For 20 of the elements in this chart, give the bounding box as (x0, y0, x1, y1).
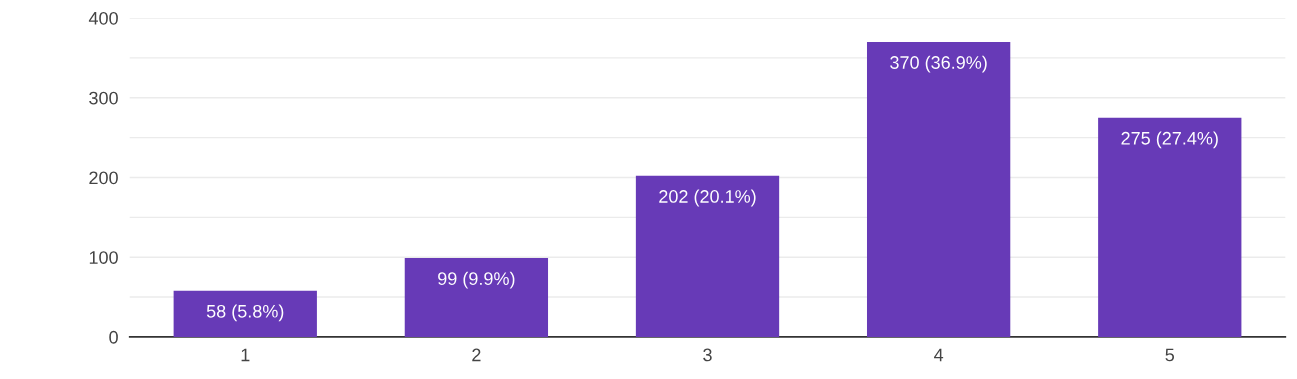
bar (404, 258, 549, 337)
x-tick-label: 5 (1165, 348, 1175, 362)
bar (866, 41, 1011, 337)
y-tick-label: 400 (88, 11, 118, 25)
y-tick-label: 300 (89, 91, 118, 105)
data-label: 370 (36.9%) (890, 55, 987, 73)
y-tick-label: 100 (89, 251, 118, 264)
data-label: 202 (20.1%) (659, 189, 756, 207)
y-tick-label: 200 (89, 171, 118, 185)
x-tick-label: 2 (472, 348, 481, 362)
y-tick-label: 0 (109, 330, 118, 344)
x-tick-label: 1 (241, 348, 250, 362)
x-tick-label: 3 (703, 348, 712, 362)
bar (635, 175, 780, 337)
data-label: 99 (9.9%) (438, 271, 515, 289)
bar (173, 290, 317, 337)
data-label: 275 (27.4%) (1121, 131, 1218, 149)
bar (1098, 117, 1242, 337)
x-tick-label: 4 (934, 348, 944, 362)
data-label: 58 (5.8%) (206, 304, 284, 322)
